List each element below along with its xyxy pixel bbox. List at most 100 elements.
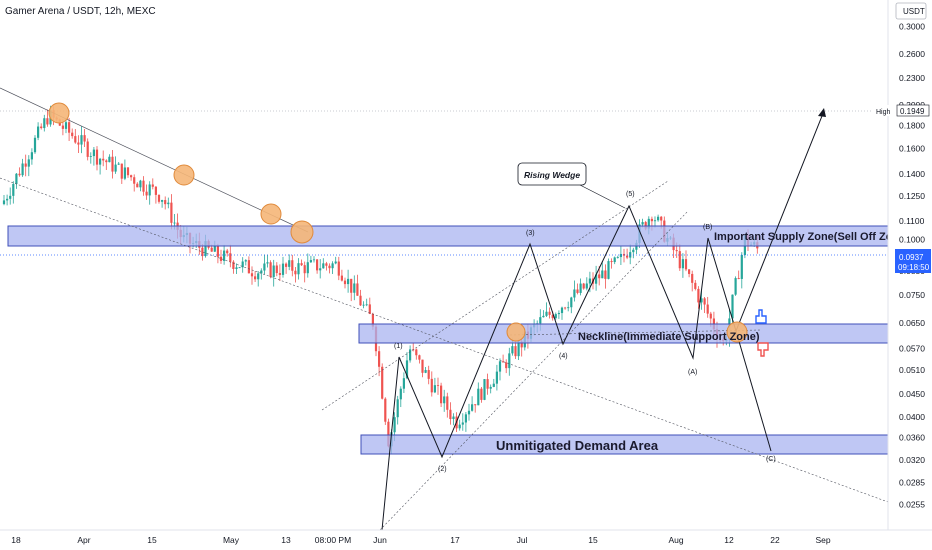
candle-body[interactable]	[368, 304, 371, 314]
candle-body[interactable]	[542, 315, 545, 318]
candle-body[interactable]	[210, 247, 213, 252]
candle-body[interactable]	[433, 385, 436, 393]
candle-body[interactable]	[576, 289, 579, 293]
hand-up-icon[interactable]	[755, 309, 767, 324]
candle-body[interactable]	[616, 257, 619, 258]
candle-body[interactable]	[356, 283, 359, 296]
candle-body[interactable]	[421, 359, 424, 373]
candle-body[interactable]	[570, 297, 573, 308]
candle-body[interactable]	[33, 137, 37, 153]
candle-body[interactable]	[362, 304, 365, 306]
candle-body[interactable]	[449, 409, 452, 420]
candle-body[interactable]	[294, 270, 297, 275]
candle-body[interactable]	[250, 273, 254, 277]
candle-body[interactable]	[229, 253, 232, 262]
candle-body[interactable]	[139, 180, 142, 188]
candle-body[interactable]	[278, 273, 281, 275]
touch-circle[interactable]	[726, 321, 748, 343]
candle-body[interactable]	[167, 202, 170, 205]
candle-body[interactable]	[337, 261, 340, 276]
candle-body[interactable]	[148, 184, 151, 196]
candle-body[interactable]	[145, 191, 148, 196]
candle-body[interactable]	[306, 262, 309, 274]
candle-body[interactable]	[378, 351, 381, 367]
candle-body[interactable]	[9, 195, 12, 199]
hand-down-icon[interactable]	[757, 342, 769, 357]
candle-body[interactable]	[514, 346, 517, 357]
candle-body[interactable]	[18, 173, 21, 176]
candle-body[interactable]	[486, 379, 489, 389]
candle-body[interactable]	[464, 414, 467, 423]
candle-body[interactable]	[446, 396, 449, 410]
touch-circle[interactable]	[260, 203, 282, 225]
candle-body[interactable]	[381, 366, 384, 399]
candle-body[interactable]	[325, 263, 328, 266]
candle-body[interactable]	[241, 261, 244, 268]
candle-body[interactable]	[647, 218, 650, 229]
candle-body[interactable]	[46, 118, 49, 125]
candle-body[interactable]	[164, 200, 167, 205]
candle-body[interactable]	[477, 388, 480, 406]
candle-body[interactable]	[430, 378, 433, 393]
candle-body[interactable]	[37, 126, 40, 138]
candle-body[interactable]	[43, 118, 46, 129]
candle-body[interactable]	[281, 263, 285, 275]
candle-body[interactable]	[244, 260, 247, 262]
candle-body[interactable]	[740, 254, 743, 279]
candle-body[interactable]	[505, 362, 508, 369]
candle-body[interactable]	[452, 416, 455, 420]
candle-body[interactable]	[653, 220, 657, 222]
candle-body[interactable]	[393, 417, 396, 433]
candle-body[interactable]	[40, 126, 43, 129]
candle-body[interactable]	[610, 261, 613, 263]
candle-body[interactable]	[201, 247, 204, 257]
candle-body[interactable]	[123, 167, 126, 179]
candle-body[interactable]	[269, 262, 272, 277]
candle-body[interactable]	[30, 152, 33, 160]
candle-body[interactable]	[117, 163, 120, 165]
candle-body[interactable]	[511, 346, 514, 354]
candle-body[interactable]	[151, 184, 154, 187]
candle-body[interactable]	[343, 280, 347, 285]
candle-body[interactable]	[64, 122, 68, 129]
candle-body[interactable]	[564, 307, 567, 309]
candle-body[interactable]	[371, 313, 374, 327]
candle-body[interactable]	[480, 388, 483, 400]
candle-body[interactable]	[257, 273, 260, 280]
candle-body[interactable]	[567, 307, 570, 309]
candle-body[interactable]	[731, 294, 734, 319]
candle-body[interactable]	[632, 249, 635, 253]
candle-body[interactable]	[474, 404, 477, 406]
candle-body[interactable]	[365, 304, 368, 306]
candle-body[interactable]	[409, 349, 412, 361]
candle-body[interactable]	[604, 270, 607, 279]
candle-body[interactable]	[585, 283, 588, 289]
candle-body[interactable]	[95, 149, 99, 165]
candle-body[interactable]	[133, 177, 136, 184]
candle-body[interactable]	[520, 341, 523, 348]
candle-body[interactable]	[161, 200, 164, 202]
candle-body[interactable]	[737, 278, 740, 279]
candle-body[interactable]	[557, 313, 560, 315]
wedge-support-line[interactable]	[509, 329, 761, 336]
candle-body[interactable]	[458, 424, 461, 429]
candle-body[interactable]	[2, 200, 6, 205]
candle-body[interactable]	[275, 265, 278, 274]
candle-body[interactable]	[300, 263, 303, 266]
candle-body[interactable]	[322, 263, 325, 269]
candle-body[interactable]	[68, 122, 71, 133]
candle-body[interactable]	[644, 222, 647, 229]
candle-body[interactable]	[517, 341, 520, 357]
candle-body[interactable]	[650, 218, 653, 222]
candle-body[interactable]	[6, 198, 9, 201]
candle-body[interactable]	[126, 167, 130, 176]
candle-body[interactable]	[498, 361, 502, 372]
candle-body[interactable]	[706, 304, 709, 314]
candle-body[interactable]	[316, 259, 319, 271]
currency-badge[interactable]	[895, 2, 927, 20]
candle-body[interactable]	[108, 156, 111, 163]
candle-body[interactable]	[334, 261, 337, 264]
candle-body[interactable]	[619, 253, 622, 258]
candle-body[interactable]	[492, 383, 495, 387]
candle-body[interactable]	[607, 261, 610, 279]
